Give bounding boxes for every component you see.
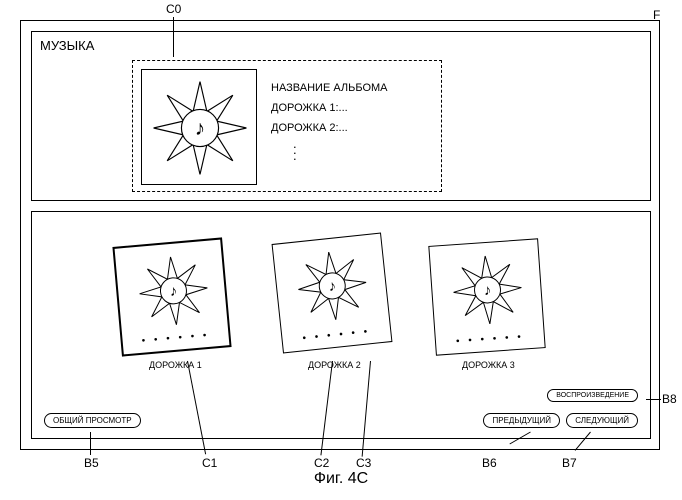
callout-c1: C1 bbox=[202, 456, 217, 470]
album-info: НАЗВАНИЕ АЛЬБОМА ДОРОЖКА 1:... ДОРОЖКА 2… bbox=[271, 79, 388, 138]
callout-b8: B8 bbox=[662, 392, 677, 406]
figure-caption: Фиг. 4C bbox=[0, 470, 682, 488]
track-line-2: ДОРОЖКА 2:... bbox=[271, 119, 388, 139]
sun-icon: ♪ bbox=[142, 70, 258, 186]
thumb-frame: ♪ • • • • • • bbox=[272, 233, 393, 354]
track-thumb-2[interactable]: ♪ • • • • • • bbox=[272, 233, 393, 354]
track-thumb-1[interactable]: ♪ • • • • • • bbox=[112, 237, 231, 356]
playback-button[interactable]: ВОСПРОИЗВЕДЕНИЕ bbox=[547, 389, 638, 402]
thumb-label-1: ДОРОЖКА 1 bbox=[149, 360, 202, 370]
callout-b7: B7 bbox=[562, 456, 577, 470]
svg-text:♪: ♪ bbox=[483, 282, 492, 299]
top-panel: МУЗЫКА ♪ bbox=[31, 31, 651, 201]
callout-c3: C3 bbox=[356, 456, 371, 470]
callout-c0: C0 bbox=[166, 2, 181, 16]
callout-c2: C2 bbox=[314, 456, 329, 470]
album-title: НАЗВАНИЕ АЛЬБОМА bbox=[271, 79, 388, 99]
svg-text:♪: ♪ bbox=[169, 283, 178, 301]
prev-button[interactable]: ПРЕДЫДУЩИЙ bbox=[483, 413, 560, 428]
outer-frame: МУЗЫКА ♪ bbox=[20, 20, 660, 450]
album-detail-box: ♪ НАЗВАНИЕ АЛЬБОМА ДОРОЖКА 1:... ДОРОЖКА… bbox=[132, 60, 442, 192]
panel-title: МУЗЫКА bbox=[40, 38, 94, 53]
thumb-label-3: ДОРОЖКА 3 bbox=[462, 360, 515, 370]
album-art: ♪ bbox=[141, 69, 257, 185]
thumb-frame: ♪ • • • • • • bbox=[428, 238, 545, 355]
sun-icon: ♪ bbox=[430, 241, 546, 338]
more-dots: ... bbox=[293, 141, 297, 159]
overview-button[interactable]: ОБЩИЙ ПРОСМОТР bbox=[44, 413, 141, 428]
track-line-1: ДОРОЖКА 1:... bbox=[271, 99, 388, 119]
track-thumb-3[interactable]: ♪ • • • • • • bbox=[428, 238, 545, 355]
callout-b5: B5 bbox=[84, 456, 99, 470]
callout-b6: B6 bbox=[482, 456, 497, 470]
bottom-panel: ♪ • • • • • • ДОРОЖКА 1 bbox=[31, 211, 651, 439]
next-button[interactable]: СЛЕДУЮЩИЙ bbox=[566, 413, 638, 428]
note-icon: ♪ bbox=[195, 117, 205, 140]
sun-icon: ♪ bbox=[115, 241, 232, 340]
thumb-label-2: ДОРОЖКА 2 bbox=[308, 360, 361, 370]
sun-icon: ♪ bbox=[273, 235, 392, 336]
thumb-frame: ♪ • • • • • • bbox=[112, 237, 231, 356]
